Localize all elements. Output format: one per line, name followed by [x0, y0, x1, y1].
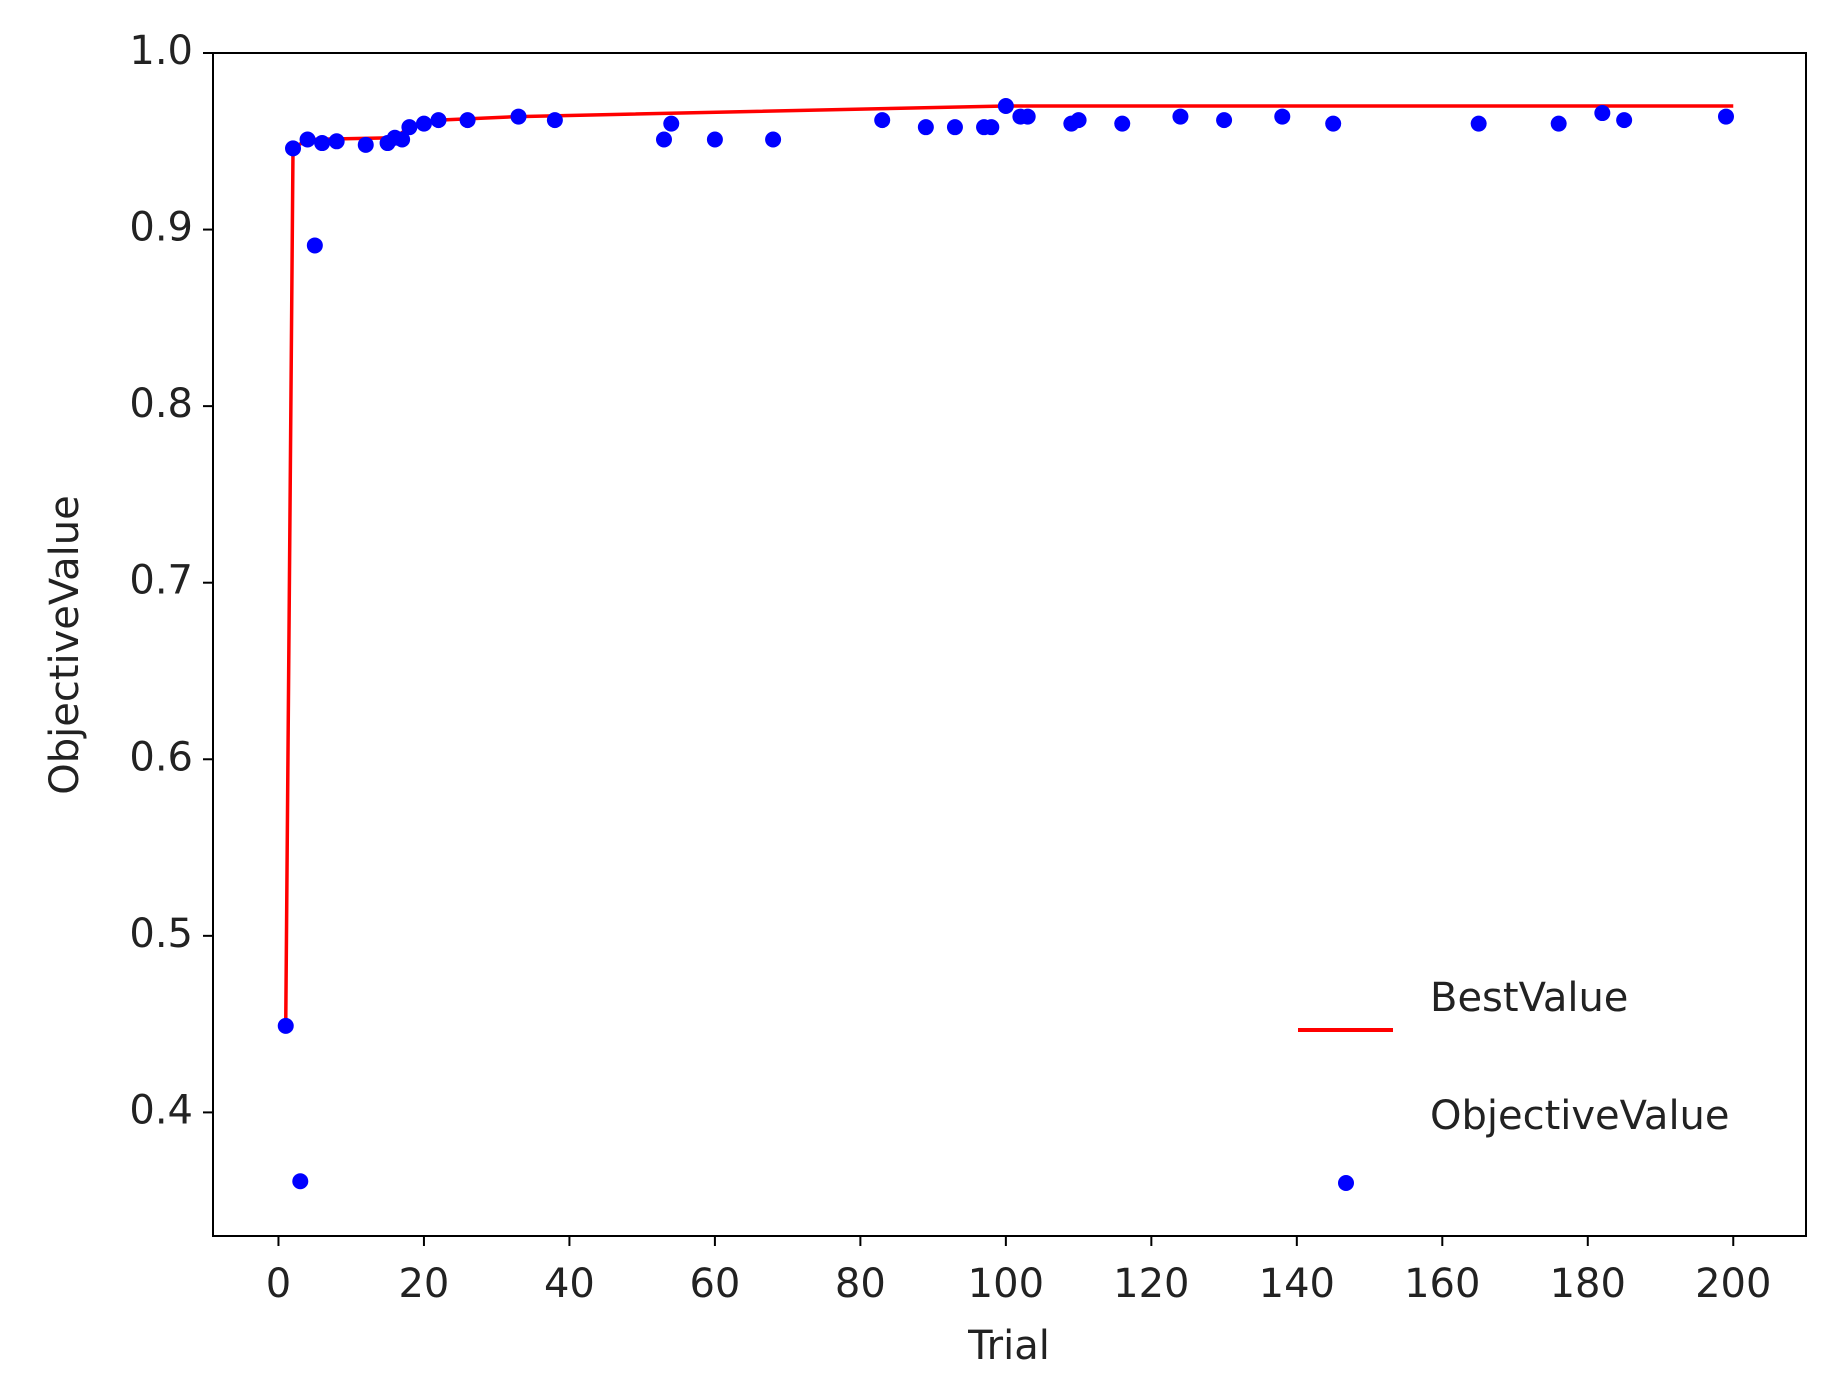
point: [285, 140, 302, 157]
point: [997, 97, 1014, 114]
point: [299, 131, 316, 148]
x-tick-label: 100: [968, 1261, 1044, 1307]
legend-label: BestValue: [1430, 975, 1628, 1021]
x-tick-label: 140: [1259, 1261, 1335, 1307]
x-tick-label: 180: [1550, 1261, 1626, 1307]
point: [1019, 108, 1036, 125]
point: [306, 237, 323, 254]
point: [415, 115, 432, 132]
point: [917, 119, 934, 136]
plot-frame: [212, 52, 1807, 1237]
point: [292, 1173, 309, 1190]
point: [1594, 105, 1611, 122]
y-tick-label: 0.4: [129, 1087, 193, 1133]
y-tick-label: 0.5: [129, 911, 193, 957]
y-tick-label: 0.6: [129, 734, 193, 780]
point: [1550, 115, 1567, 132]
point: [765, 131, 782, 148]
point: [1325, 115, 1342, 132]
point: [1616, 112, 1633, 129]
x-tick-label: 120: [1113, 1261, 1189, 1307]
point: [655, 131, 672, 148]
x-tick-label: 200: [1695, 1261, 1771, 1307]
x-tick-label: 160: [1404, 1261, 1480, 1307]
point: [1470, 115, 1487, 132]
point: [1172, 108, 1189, 125]
point: [983, 119, 1000, 136]
point: [1070, 112, 1087, 129]
point: [401, 119, 418, 136]
point: [946, 119, 963, 136]
point: [663, 115, 680, 132]
point: [277, 1017, 294, 1034]
x-tick-label: 20: [398, 1261, 449, 1307]
point: [510, 108, 527, 125]
point: [357, 136, 374, 153]
point: [546, 112, 563, 129]
x-tick-label: 80: [835, 1261, 886, 1307]
point: [1114, 115, 1131, 132]
x-tick-label: 0: [266, 1261, 291, 1307]
point: [459, 112, 476, 129]
point: [394, 131, 411, 148]
point: [874, 112, 891, 129]
x-axis-label: Trial: [967, 1323, 1050, 1369]
point: [314, 135, 331, 152]
x-tick-label: 40: [544, 1261, 595, 1307]
point: [430, 112, 447, 129]
y-tick-label: 1.0: [129, 28, 193, 74]
point: [1274, 108, 1291, 125]
x-tick-label: 60: [689, 1261, 740, 1307]
y-tick-label: 0.8: [129, 381, 193, 427]
y-tick-label: 0.7: [129, 558, 193, 604]
point: [1717, 108, 1734, 125]
point: [706, 131, 723, 148]
point: [1216, 112, 1233, 129]
point: [328, 133, 345, 150]
legend-label: ObjectiveValue: [1430, 1093, 1730, 1139]
y-axis-label: ObjectiveValue: [42, 495, 88, 795]
legend-marker: [1338, 1175, 1354, 1191]
y-tick-label: 0.9: [129, 205, 193, 251]
best-value-line: [283, 104, 1734, 1025]
